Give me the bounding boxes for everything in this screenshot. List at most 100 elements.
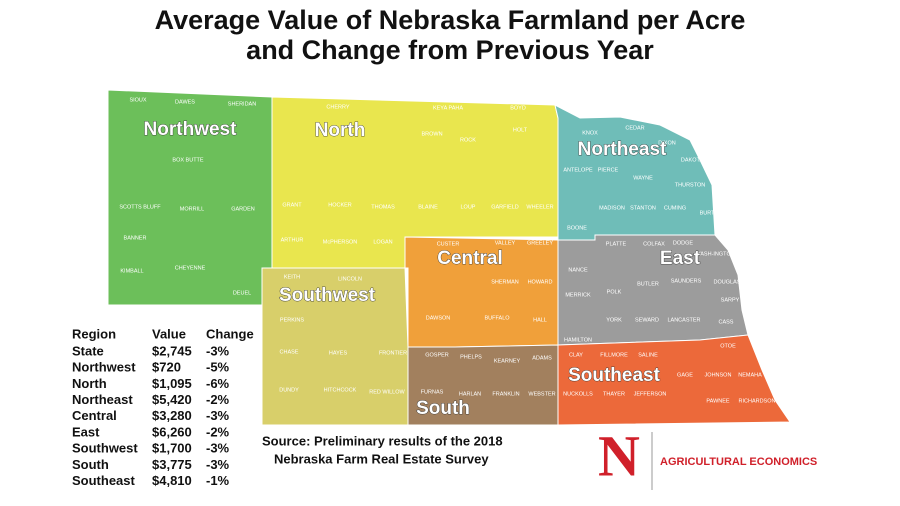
map <box>107 89 791 426</box>
table-header: Region <box>72 326 116 341</box>
source-line: Nebraska Farm Real Estate Survey <box>274 451 489 466</box>
county-name: BURT <box>700 210 716 216</box>
county-name: PAWNEE <box>706 398 730 404</box>
table-header: Value <box>152 326 186 341</box>
table-cell: $1,700 <box>152 441 192 456</box>
county-name: FILLMORE <box>600 352 628 358</box>
logo-letter: N <box>598 423 640 488</box>
county-name: NUCKOLLS <box>563 391 593 397</box>
county-name: COLFAX <box>643 241 665 247</box>
county-name: SAUNDERS <box>671 278 702 284</box>
county-name: MERRICK <box>565 292 591 298</box>
title-line: Average Value of Nebraska Farmland per A… <box>155 5 746 35</box>
region-name: Northeast <box>578 139 667 160</box>
county-name: ADAMS <box>532 355 552 361</box>
table-cell: -3% <box>206 441 230 456</box>
table-cell: $4,810 <box>152 473 192 488</box>
county-name: McPHERSON <box>323 239 358 245</box>
county-name: DODGE <box>673 240 694 246</box>
county-name: BLAINE <box>418 204 438 210</box>
logo-text: AGRICULTURAL ECONOMICS <box>660 456 817 468</box>
county-name: RED WILLOW <box>369 389 405 395</box>
county-name: LOGAN <box>373 239 392 245</box>
county-name: BUFFALO <box>484 315 510 321</box>
county-name: MORRILL <box>180 206 204 212</box>
county-name: BOX BUTTE <box>172 157 204 163</box>
county-name: RICHARDSON <box>739 398 776 404</box>
value-table: Region Value Change State $2,745 -3% Northwest… <box>72 326 254 488</box>
county-name: ARTHUR <box>281 237 304 243</box>
county-name: DAWSON <box>426 315 451 321</box>
county-name: CHEYENNE <box>175 265 206 271</box>
county-name: DIXON <box>658 140 675 146</box>
county-name: HARLAN <box>459 391 481 397</box>
county-name: PERKINS <box>280 317 304 323</box>
region-area <box>557 334 791 426</box>
county-name: SARPY <box>721 297 740 303</box>
table-cell: $1,095 <box>152 376 192 391</box>
county-name: VALLEY <box>495 240 516 246</box>
region-name: South <box>416 398 470 419</box>
county-name: STANTON <box>630 205 656 211</box>
table-cell: East <box>72 424 100 439</box>
county-name: CLAY <box>569 352 583 358</box>
county-name: HITCHCOCK <box>324 387 357 393</box>
county-name: SEWARD <box>635 317 659 323</box>
county-name: THOMAS <box>371 204 395 210</box>
county-name: CUMING <box>664 205 686 211</box>
county-name: WASH-INGTON <box>695 251 734 257</box>
title-line: and Change from Previous Year <box>246 35 654 65</box>
county-name: OTOE <box>720 343 736 349</box>
county-name: HAYES <box>329 350 348 356</box>
county-name: CASS <box>719 319 734 325</box>
county-name: CUSTER <box>437 241 460 247</box>
county-name: ANTELOPE <box>563 167 593 173</box>
county-name: BOYD <box>510 105 526 111</box>
county-name: HALL <box>533 317 547 323</box>
region-name: Southeast <box>568 365 661 386</box>
county-name: SHERIDAN <box>228 101 256 107</box>
county-name: DEUEL <box>233 290 251 296</box>
table-cell: Central <box>72 408 117 423</box>
county-labels: SIOUX DAWES SHERIDAN BOX BUTTE SCOTTS BLUFF M… <box>119 97 775 404</box>
county-name: NEMAHA <box>738 372 762 378</box>
county-name: SHERMAN <box>491 279 519 285</box>
county-name: MADISON <box>599 205 625 211</box>
county-name: CHASE <box>280 349 299 355</box>
region-name: Central <box>437 248 502 269</box>
county-name: JEFFERSON <box>634 391 667 397</box>
county-name: LANCASTER <box>667 317 700 323</box>
region-name: East <box>660 248 701 269</box>
county-name: BANNER <box>124 235 147 241</box>
region-name: Southwest <box>279 285 376 306</box>
table-cell: North <box>72 376 107 391</box>
county-name: KEYA PAHA <box>433 105 463 111</box>
county-name: SALINE <box>638 352 658 358</box>
county-name: FURNAS <box>421 389 444 395</box>
county-name: BROWN <box>421 131 442 137</box>
county-name: DOUGLAS <box>714 279 741 285</box>
county-name: GOSPER <box>425 352 449 358</box>
county-name: GREELEY <box>527 240 553 246</box>
table-cell: -2% <box>206 392 230 407</box>
county-name: GARFIELD <box>491 204 519 210</box>
county-name: SIOUX <box>129 97 146 103</box>
source-line: Source: Preliminary results of the 2018 <box>262 433 503 448</box>
county-name: HOLT <box>513 127 528 133</box>
county-name: WEBSTER <box>528 391 555 397</box>
table-cell: $3,775 <box>152 457 192 472</box>
county-name: HAMILTON <box>564 337 592 343</box>
table-cell: Northwest <box>72 360 136 375</box>
table-cell: $3,280 <box>152 408 192 423</box>
table-header: Change <box>206 326 254 341</box>
region-labels: Northwest North Northeast Central East Southw… <box>143 119 701 420</box>
table-cell: $6,260 <box>152 424 192 439</box>
county-name: HOWARD <box>528 279 553 285</box>
region-name: Northwest <box>144 119 238 140</box>
table-cell: $5,420 <box>152 392 192 407</box>
table-cell: -3% <box>206 408 230 423</box>
region-name: North <box>315 120 366 141</box>
county-name: POLK <box>607 289 622 295</box>
county-name: KEITH <box>284 274 300 280</box>
